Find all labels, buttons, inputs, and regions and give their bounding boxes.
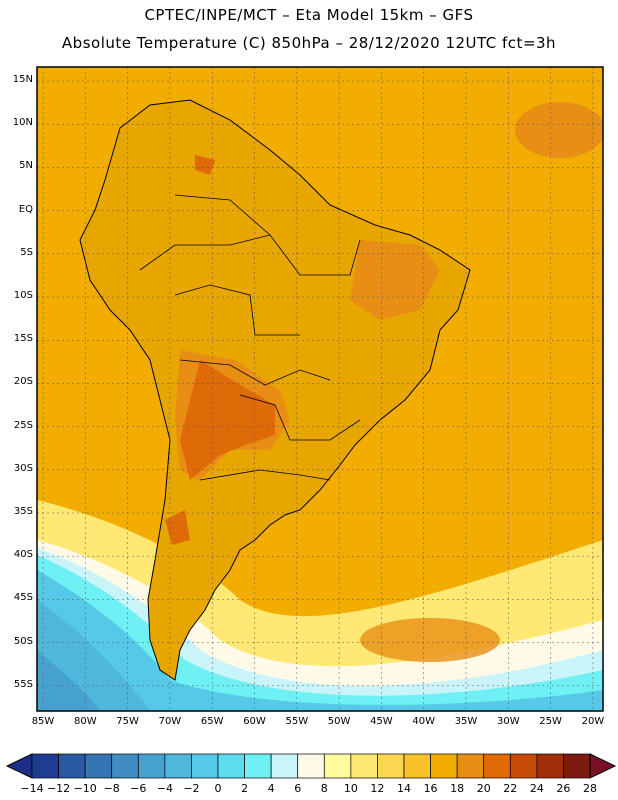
lat-label: 25S [13,419,33,431]
colorbar-label: 4 [267,782,275,795]
colorbar-label: 16 [423,782,438,795]
colorbar-low-arrow [5,753,33,779]
colorbar-label: 20 [476,782,491,795]
colorbar-swatch [270,753,299,779]
colorbar-label: −14 [20,782,44,795]
colorbar-swatch [31,753,59,779]
lon-label: 55W [285,716,309,727]
lat-label: 45S [13,592,33,604]
warm-north-atlantic [515,102,603,158]
lat-label: 15N [12,74,33,85]
lat-label: 40S [13,549,33,561]
colorbar-label: 10 [343,782,358,795]
lat-label: 10N [12,117,33,129]
colorbar-label: 0 [214,782,222,795]
band-cool-4 [37,555,603,711]
lat-label: 15S [13,333,33,345]
colorbar-label: 28 [583,782,597,795]
lat-label: 35S [13,506,33,517]
colorbar-swatch [483,753,511,779]
colorbar-label: 26 [556,782,571,795]
lon-label: 25W [539,716,562,727]
lon-label: 35W [454,716,478,727]
lat-label: 20S [13,376,33,388]
colorbar-label: 6 [294,782,302,795]
colorbar-swatch [217,753,245,779]
lon-label: 50W [327,716,351,727]
lon-label: 75W [116,716,139,727]
lat-label: 5S [20,246,33,258]
lat-label: 30S [13,462,33,474]
hot-andes [165,510,190,545]
colorbar-swatch [536,753,564,779]
colorbar-swatch [58,753,86,779]
map-title-line1: CPTEC/INPE/MCT – Eta Model 15km – GFS [144,6,474,24]
colorbar-swatch [297,753,325,779]
temperature-colorbar [5,753,617,779]
warm-south-atlantic [360,618,500,662]
colorbar-label: 8 [320,782,328,795]
colorbar-swatch [244,753,272,779]
colorbar-swatch [191,753,219,779]
band-cool-7 [37,650,100,711]
colorbar-label: −10 [73,782,97,795]
lat-label: 55S [13,678,33,690]
lon-label: 65W [200,716,224,727]
colorbar-label: 24 [529,782,544,795]
hot-colombia [195,155,215,175]
country-borders [139,194,361,481]
colorbar-swatch [563,753,591,779]
colorbar-label: −6 [130,782,147,795]
lat-label: 50S [13,635,33,647]
colorbar-swatch [430,753,458,779]
lon-label: 20W [581,716,605,727]
colorbar-label: −2 [183,782,200,795]
lon-label: 40W [412,716,435,727]
colorbar-swatch [164,753,192,779]
colorbar-swatch [84,753,113,779]
lon-label: 45W [370,716,393,727]
colorbar-label: 22 [503,782,518,795]
colorbar-label: 12 [370,782,385,795]
colorbar-swatch [137,753,166,779]
colorbar-swatch [456,753,485,779]
colorbar-swatch [111,753,139,779]
colorbar-swatch [403,753,431,779]
lat-label: EQ [18,203,33,215]
lat-label: 10S [13,290,33,301]
colorbar-label: −8 [103,782,120,795]
colorbar-label: 14 [397,782,411,795]
map-frame [36,66,604,712]
lat-lon-grid [37,67,603,711]
colorbar-label: 2 [241,782,249,795]
colorbar-swatch [323,753,352,779]
lat-label: 5N [19,160,33,172]
colorbar-label: 18 [450,782,465,795]
colorbar-swatch [350,753,378,779]
lon-label: 85W [31,716,55,727]
lon-label: 80W [73,716,97,727]
lon-label: 30W [496,716,520,727]
hot-northeast [350,240,440,320]
lon-label: 70W [158,716,182,727]
hot-core [180,360,275,480]
map-title-line2: Absolute Temperature (C) 850hPa – 28/12/… [61,34,557,52]
colorbar-label: −4 [156,782,173,795]
colorbar-high-arrow [589,753,617,779]
colorbar-swatch [509,753,538,779]
lon-label: 60W [243,716,266,727]
colorbar-swatch [377,753,405,779]
colorbar-label: −12 [46,782,71,795]
